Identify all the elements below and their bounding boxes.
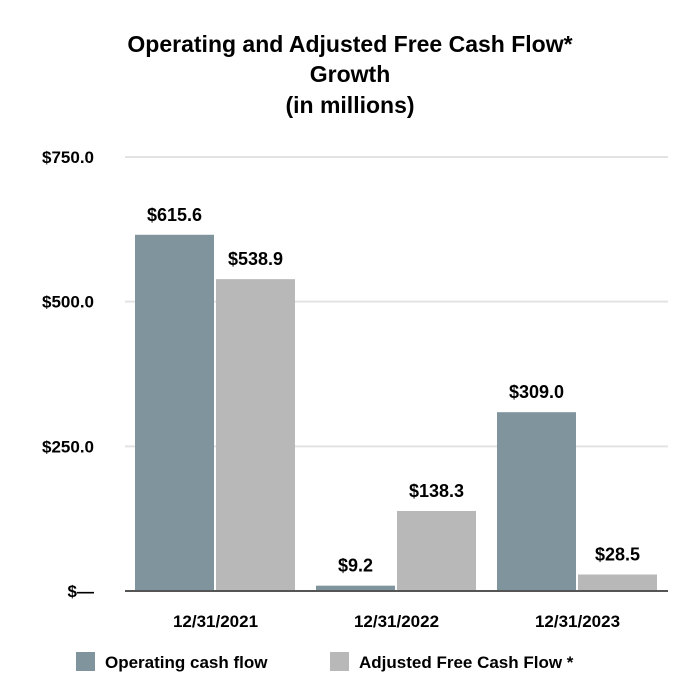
data-label: $309.0 [509, 382, 564, 402]
x-tick-label: 12/31/2021 [173, 612, 258, 631]
legend-item: Operating cash flow [76, 652, 268, 672]
chart-title-line: Operating and Adjusted Free Cash Flow* [127, 31, 572, 57]
bar-adjusted-free-cash-flow [578, 574, 657, 591]
x-tick-label: 12/31/2023 [535, 612, 620, 631]
y-tick-label: $— [68, 582, 94, 601]
bars [135, 234, 657, 591]
data-labels: $615.6 $538.9 $9.2 $138.3 $309.0 $28.5 [147, 205, 640, 576]
legend-swatch [76, 652, 95, 671]
bar-operating-cash-flow [135, 234, 214, 591]
legend-item: Adjusted Free Cash Flow * [330, 652, 574, 672]
chart-title: Operating and Adjusted Free Cash Flow* Gr… [127, 31, 572, 118]
data-label: $9.2 [338, 556, 373, 576]
bar-operating-cash-flow [497, 412, 576, 591]
legend-label: Operating cash flow [105, 653, 268, 672]
x-axis-ticks: 12/31/2021 12/31/2022 12/31/2023 [173, 612, 620, 631]
legend: Operating cash flow Adjusted Free Cash Fl… [76, 652, 574, 672]
y-tick-label: $250.0 [42, 437, 94, 456]
gridlines [125, 156, 668, 448]
bar-operating-cash-flow [316, 585, 395, 591]
y-tick-label: $750.0 [42, 148, 94, 167]
data-label: $28.5 [595, 545, 640, 565]
x-tick-label: 12/31/2022 [354, 612, 439, 631]
data-label: $538.9 [228, 249, 283, 269]
chart-title-line: (in millions) [285, 92, 414, 118]
legend-label: Adjusted Free Cash Flow * [359, 653, 574, 672]
y-tick-label: $500.0 [42, 293, 94, 312]
y-axis-ticks: $— $250.0 $500.0 $750.0 [42, 148, 94, 601]
legend-swatch [330, 652, 349, 671]
data-label: $615.6 [147, 205, 202, 225]
bar-adjusted-free-cash-flow [216, 279, 295, 591]
bar-adjusted-free-cash-flow [397, 510, 476, 591]
chart-title-line: Growth [310, 61, 391, 87]
data-label: $138.3 [409, 481, 464, 501]
